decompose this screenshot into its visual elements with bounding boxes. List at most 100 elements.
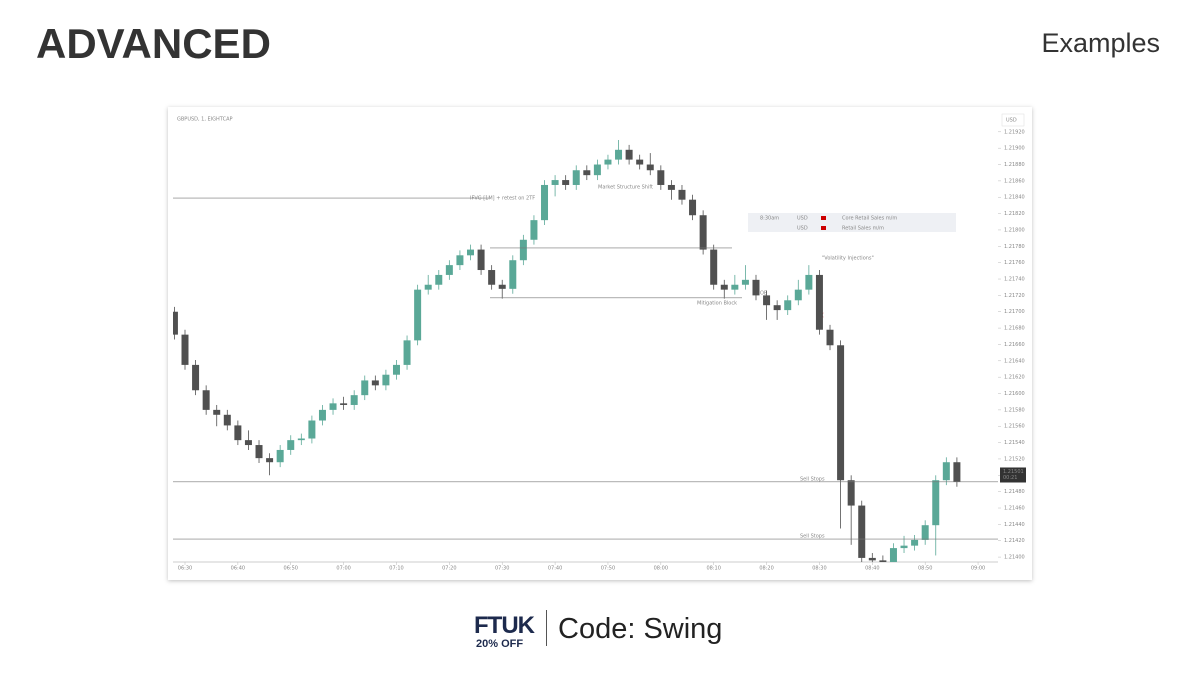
level-label: IFVG [1M] + retest on 2TF — [470, 196, 535, 202]
candle-body — [689, 199, 697, 216]
x-tick-label: 07:00 — [336, 566, 350, 572]
candle-body — [244, 440, 252, 446]
y-tick-label: 1.21580 — [1004, 407, 1025, 413]
candle-body — [953, 462, 961, 482]
candle-body — [900, 545, 908, 549]
candle-body — [657, 170, 665, 185]
candle-body — [223, 414, 231, 426]
candle-body — [667, 184, 675, 190]
chart-frame — [168, 107, 1032, 580]
candle-body — [868, 557, 876, 561]
candle-body — [551, 180, 559, 185]
y-tick-label: 1.21820 — [1004, 211, 1025, 217]
x-tick-label: 08:10 — [706, 566, 720, 572]
y-tick-label: 1.21700 — [1004, 309, 1025, 315]
x-tick-label: 06:30 — [178, 566, 192, 572]
candle-body — [308, 420, 316, 439]
event-time: 8:30am — [760, 216, 779, 222]
level-label: Sell Stops — [800, 477, 825, 483]
y-axis-label: USD — [1006, 118, 1017, 124]
candle-body — [181, 334, 189, 365]
y-tick-label: 1.21900 — [1004, 146, 1025, 152]
y-tick-label: 1.21540 — [1004, 440, 1025, 446]
candle-body — [477, 249, 485, 271]
candle-body — [942, 462, 950, 481]
divider — [546, 610, 547, 646]
candle-body — [340, 403, 348, 405]
y-tick-label: 1.21680 — [1004, 326, 1025, 332]
candle-body — [646, 164, 654, 171]
event-currency: USD — [797, 216, 808, 222]
x-tick-label: 08:00 — [654, 566, 668, 572]
candle-body — [509, 260, 517, 289]
candle-body — [318, 409, 326, 421]
candle-body — [636, 159, 644, 165]
candle-body — [541, 184, 549, 221]
x-tick-label: 06:50 — [284, 566, 298, 572]
candle-body — [234, 425, 242, 441]
candle-body — [414, 289, 422, 341]
candle-body — [741, 279, 749, 285]
candle-body — [382, 374, 390, 386]
candle-body — [805, 274, 813, 290]
y-tick-label: 1.21600 — [1004, 391, 1025, 397]
candle-body — [763, 295, 771, 306]
level-label: Sell Stops — [800, 534, 825, 540]
candle-body — [593, 164, 601, 176]
candle-body — [889, 548, 897, 562]
x-tick-label: 07:10 — [389, 566, 403, 572]
candle-body — [498, 284, 506, 289]
candle-body — [815, 274, 823, 330]
candle-body — [350, 395, 358, 405]
candle-body — [932, 480, 940, 526]
candle-body — [879, 560, 887, 562]
candle-body — [615, 149, 623, 160]
x-tick-label: 06:40 — [231, 566, 245, 572]
y-tick-label: 1.21800 — [1004, 227, 1025, 233]
y-tick-label: 1.21420 — [1004, 538, 1025, 544]
y-tick-label: 1.21920 — [1004, 129, 1025, 135]
x-tick-label: 09:00 — [971, 566, 985, 572]
price-tag-value: 1.21501 — [1003, 469, 1024, 475]
x-tick-label: 07:40 — [548, 566, 562, 572]
slide-subtitle: Examples — [1041, 28, 1160, 58]
candle-body — [392, 364, 400, 375]
candle-body — [445, 265, 453, 275]
candle-body — [266, 458, 274, 463]
candle-body — [519, 239, 527, 261]
slide-title: ADVANCED — [36, 20, 271, 67]
candle-body — [710, 249, 718, 285]
discount: 20% OFF — [476, 638, 524, 650]
y-tick-label: 1.21560 — [1004, 424, 1025, 430]
candle-body — [625, 149, 633, 160]
candle-body — [858, 505, 866, 558]
candle-body — [773, 305, 781, 311]
y-tick-label: 1.21860 — [1004, 178, 1025, 184]
candle-body — [826, 329, 834, 346]
candle-body — [562, 180, 570, 185]
candle-body — [837, 345, 845, 481]
candle-body — [752, 279, 760, 296]
brand: FTUK — [474, 612, 535, 639]
y-tick-label: 1.21640 — [1004, 358, 1025, 364]
y-tick-label: 1.21440 — [1004, 522, 1025, 528]
chart-title: GBPUSD, 1, EIGHTCAP — [177, 117, 233, 123]
candle-body — [435, 274, 443, 285]
candle-body — [192, 364, 200, 391]
event-currency: USD — [797, 226, 808, 232]
annotation: "Volatility Injections" — [822, 256, 874, 262]
y-tick-label: 1.21460 — [1004, 506, 1025, 512]
axis-unit-box — [1001, 113, 1025, 127]
candle-body — [329, 403, 337, 410]
candle-body — [287, 440, 295, 450]
y-tick-label: 1.21840 — [1004, 195, 1025, 201]
candle-body — [424, 284, 432, 290]
candle-body — [794, 289, 802, 301]
x-tick-label: 07:30 — [495, 566, 509, 572]
y-tick-label: 1.21620 — [1004, 375, 1025, 381]
price-tag — [1000, 467, 1026, 483]
impact-flag — [821, 216, 826, 220]
candle-body — [720, 284, 728, 290]
